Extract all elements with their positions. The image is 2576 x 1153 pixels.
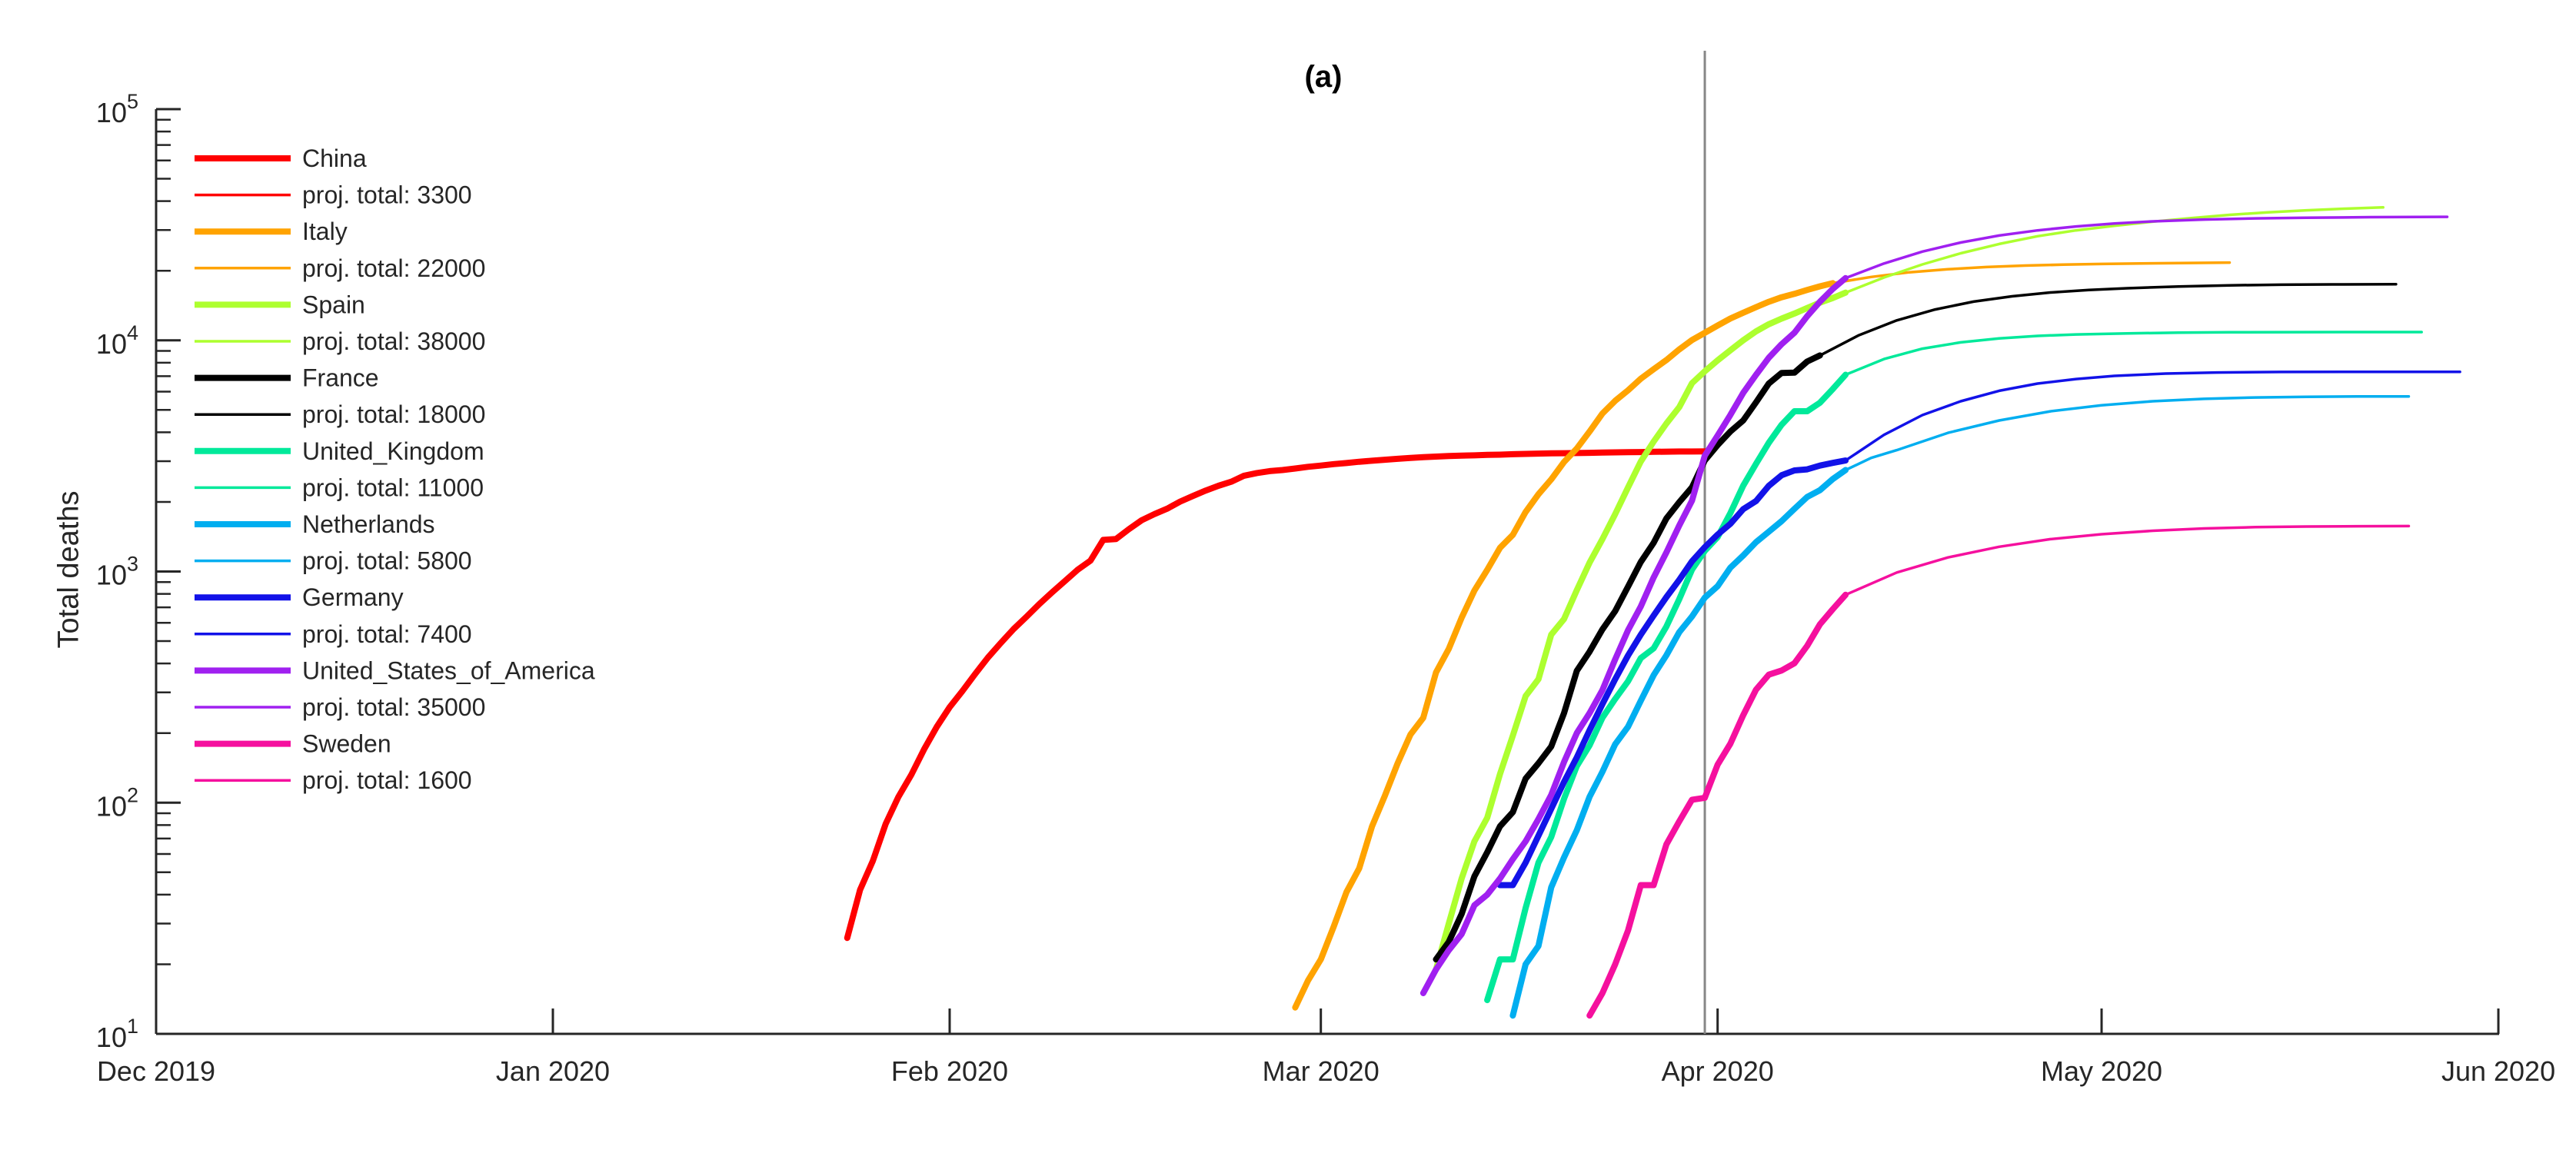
series-data-France [1433,352,1823,963]
x-tick-label-2: Feb 2020 [891,1055,1008,1087]
series-projection-Germany [1844,370,2461,462]
legend-label-proj-Netherlands: proj. total: 5800 [302,547,472,575]
series-projection-Sweden [1844,524,2411,596]
y-tick-label-1e1: 101 [96,1015,138,1053]
y-tick-label-1e4: 104 [96,321,138,360]
y-tick-label-1e3: 103 [96,553,138,591]
legend-label-proj-France: proj. total: 18000 [302,400,485,428]
series-data-United_Kingdom [1484,371,1849,1004]
y-axis-title: Total deaths [52,490,85,649]
legend-label-proj-Germany: proj. total: 7400 [302,620,472,648]
legend-label-proj-Sweden: proj. total: 1600 [302,766,472,794]
series-projection-Italy [1831,261,2232,285]
x-tick-label-0: Dec 2019 [97,1055,215,1087]
legend-label-proj-Spain: proj. total: 38000 [302,327,485,355]
legend-label-country-France: France [302,364,379,392]
legend-label-country-Netherlands: Netherlands [302,510,435,538]
legend-label-proj-China: proj. total: 3300 [302,181,472,209]
x-tick-label-6: Jun 2020 [2441,1055,2555,1087]
legend-label-country-United_Kingdom: United_Kingdom [302,437,484,465]
series-data-Germany [1496,457,1849,889]
series-data-United_States_of_America [1419,274,1849,996]
series-data-Spain [1433,289,1849,973]
legend-label-country-Italy: Italy [302,218,348,245]
x-tick-label-5: May 2020 [2041,1055,2162,1087]
legend-label-proj-Italy: proj. total: 22000 [302,254,485,282]
series-projection-Netherlands [1844,394,2411,472]
legend-label-proj-United_Kingdom: proj. total: 11000 [302,473,484,501]
legend-label-country-Germany: Germany [302,583,404,611]
series-data-Netherlands [1509,467,1849,1019]
x-tick-label-3: Mar 2020 [1263,1055,1380,1087]
series-projection-United_Kingdom [1844,331,2423,377]
y-tick-label-1e2: 102 [96,783,138,822]
legend-label-country-China: China [302,145,367,172]
y-tick-label-1e5: 105 [96,90,138,128]
series-projection-Spain [1844,206,2385,294]
series-projection-United_States_of_America [1844,215,2449,280]
x-tick-label-4: Apr 2020 [1662,1055,1774,1087]
legend-label-country-United_States_of_America: United_States_of_America [302,656,595,684]
series-data-Italy [1292,280,1836,1011]
series-data-Sweden [1586,591,1849,1019]
x-tick-label-1: Jan 2020 [496,1055,610,1087]
series-projection-France [1819,282,2398,357]
legend-label-country-Spain: Spain [302,291,365,318]
legend-label-country-Sweden: Sweden [302,730,391,758]
series-data-China [844,448,1708,942]
legend-label-proj-United_States_of_America: proj. total: 35000 [302,693,485,721]
panel-label: (a) [1304,60,1343,94]
